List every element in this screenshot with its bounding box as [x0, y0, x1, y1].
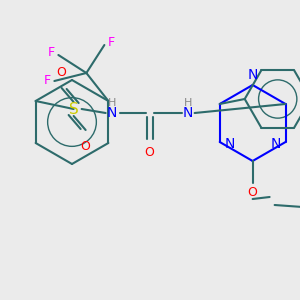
Text: F: F — [108, 35, 115, 49]
Text: N: N — [106, 106, 117, 120]
Text: O: O — [81, 140, 91, 152]
Text: O: O — [57, 65, 67, 79]
Text: H: H — [107, 98, 116, 108]
Text: N: N — [270, 137, 281, 151]
Text: F: F — [48, 46, 55, 59]
Text: N: N — [224, 137, 235, 151]
Text: S: S — [69, 101, 79, 116]
Text: O: O — [145, 146, 154, 158]
Text: O: O — [248, 185, 258, 199]
Text: H: H — [183, 98, 192, 108]
Text: F: F — [44, 74, 51, 88]
Text: N: N — [182, 106, 193, 120]
Text: N: N — [248, 68, 258, 82]
